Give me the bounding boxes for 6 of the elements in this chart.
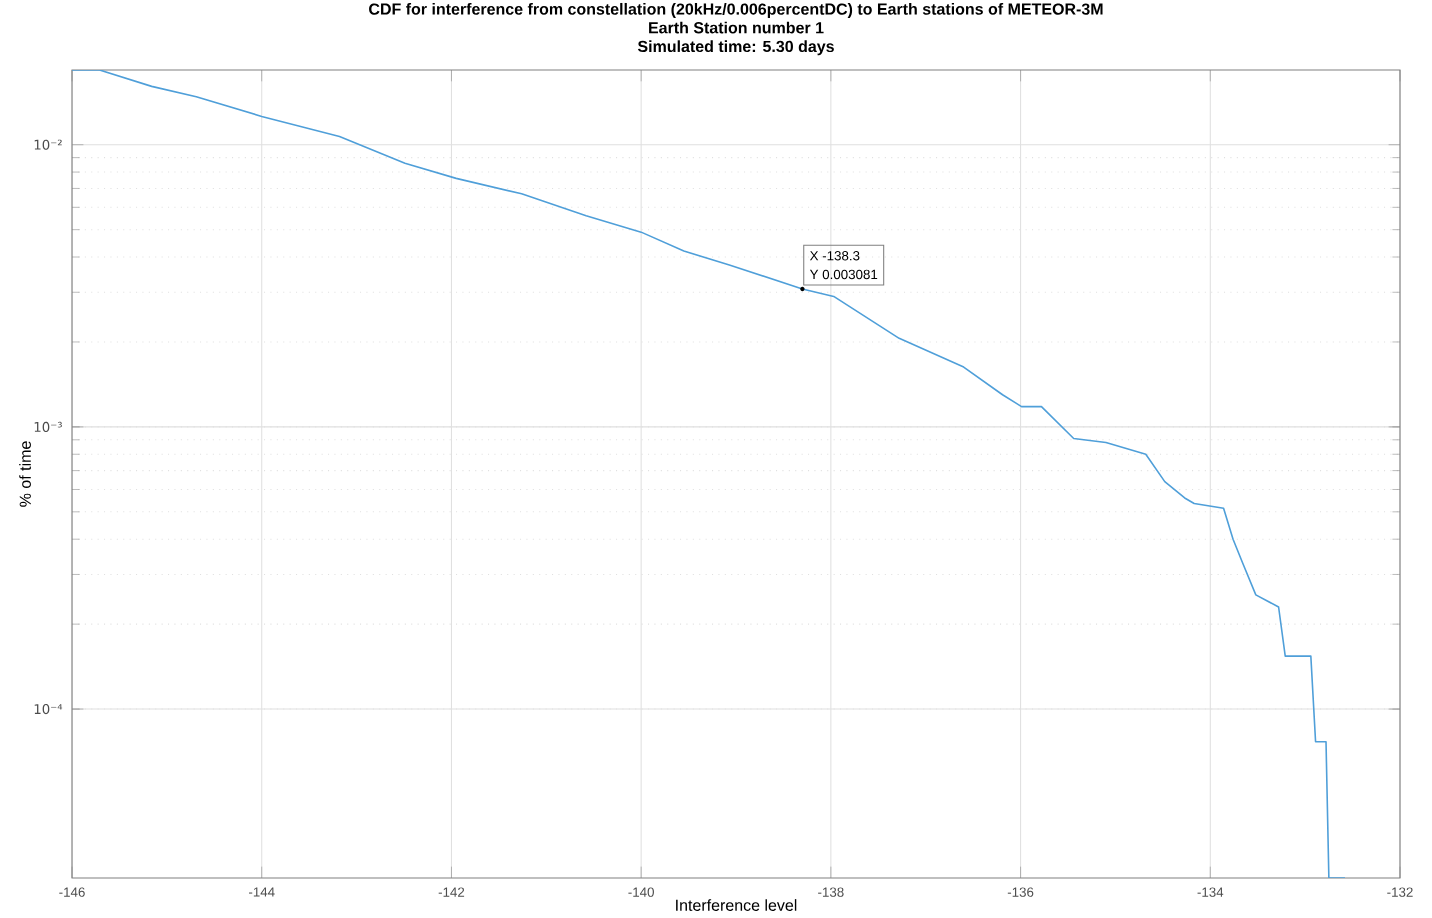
text: Simulated time: 5.30 days xyxy=(637,40,834,56)
line-series xyxy=(72,70,1346,878)
x-axis-title: Interference level xyxy=(676,899,797,911)
chart-title: CDF for interference from constellation (20kHz/0.006percentDC) to Earth stations of METEOR-3M xyxy=(369,2,1103,18)
chart-subtitle: Earth Station number 1 xyxy=(649,21,824,34)
y-axis-title: % of time xyxy=(19,441,31,507)
